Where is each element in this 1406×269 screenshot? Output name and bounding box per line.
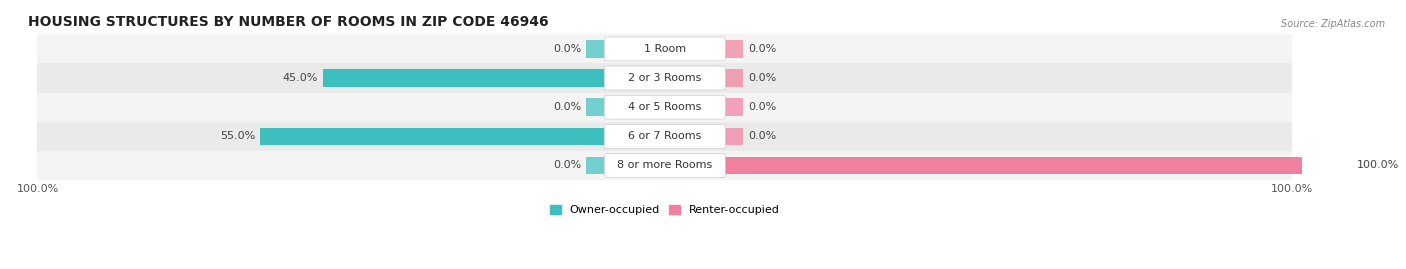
- Text: 100.0%: 100.0%: [1357, 161, 1399, 171]
- Text: 0.0%: 0.0%: [553, 102, 581, 112]
- FancyBboxPatch shape: [605, 124, 725, 148]
- FancyBboxPatch shape: [605, 66, 725, 90]
- Bar: [260, 128, 605, 145]
- Bar: [38, 151, 1292, 180]
- Text: HOUSING STRUCTURES BY NUMBER OF ROOMS IN ZIP CODE 46946: HOUSING STRUCTURES BY NUMBER OF ROOMS IN…: [28, 15, 548, 29]
- Text: 0.0%: 0.0%: [748, 44, 776, 54]
- Bar: [724, 40, 744, 58]
- Text: 55.0%: 55.0%: [219, 131, 254, 141]
- Text: 0.0%: 0.0%: [748, 73, 776, 83]
- Text: 8 or more Rooms: 8 or more Rooms: [617, 161, 713, 171]
- Text: 0.0%: 0.0%: [553, 44, 581, 54]
- Text: 2 or 3 Rooms: 2 or 3 Rooms: [628, 73, 702, 83]
- Bar: [724, 98, 744, 116]
- FancyBboxPatch shape: [605, 95, 725, 119]
- Bar: [724, 157, 1351, 174]
- Text: 0.0%: 0.0%: [748, 102, 776, 112]
- Bar: [38, 34, 1292, 63]
- Bar: [38, 63, 1292, 93]
- FancyBboxPatch shape: [605, 154, 725, 178]
- Bar: [38, 93, 1292, 122]
- Text: 4 or 5 Rooms: 4 or 5 Rooms: [628, 102, 702, 112]
- Text: Source: ZipAtlas.com: Source: ZipAtlas.com: [1281, 19, 1385, 29]
- Bar: [724, 69, 744, 87]
- Text: 6 or 7 Rooms: 6 or 7 Rooms: [628, 131, 702, 141]
- Bar: [586, 40, 605, 58]
- Bar: [38, 122, 1292, 151]
- Bar: [323, 69, 605, 87]
- Bar: [724, 128, 744, 145]
- Text: 0.0%: 0.0%: [553, 161, 581, 171]
- Legend: Owner-occupied, Renter-occupied: Owner-occupied, Renter-occupied: [550, 205, 780, 215]
- Text: 1 Room: 1 Room: [644, 44, 686, 54]
- FancyBboxPatch shape: [605, 37, 725, 61]
- Text: 0.0%: 0.0%: [748, 131, 776, 141]
- Bar: [586, 98, 605, 116]
- Bar: [586, 157, 605, 174]
- Text: 45.0%: 45.0%: [283, 73, 318, 83]
